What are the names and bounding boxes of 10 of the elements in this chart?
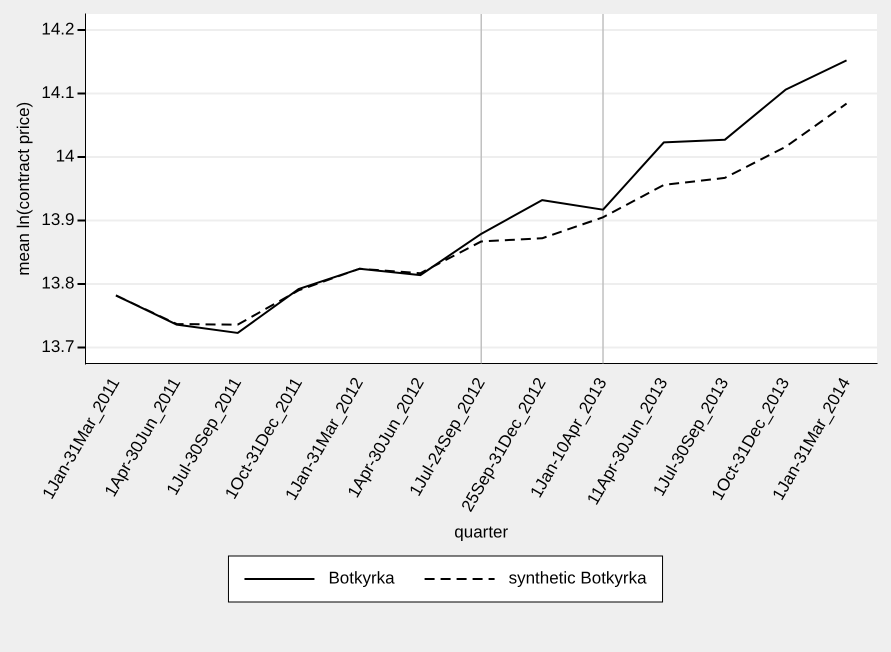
x-axis-title: quarter	[454, 522, 509, 542]
y-axis-title: mean ln(contract price)	[14, 102, 33, 276]
y-tick-label: 14.1	[41, 83, 74, 102]
y-tick-label: 14.2	[41, 20, 74, 39]
y-tick-label: 13.9	[41, 210, 74, 230]
legend-label: synthetic Botkyrka	[508, 568, 648, 588]
legend-label: Botkyrka	[328, 568, 396, 588]
y-tick-label: 13.8	[41, 274, 74, 293]
y-tick-label: 13.7	[41, 337, 74, 356]
y-tick-label: 14	[56, 146, 74, 166]
